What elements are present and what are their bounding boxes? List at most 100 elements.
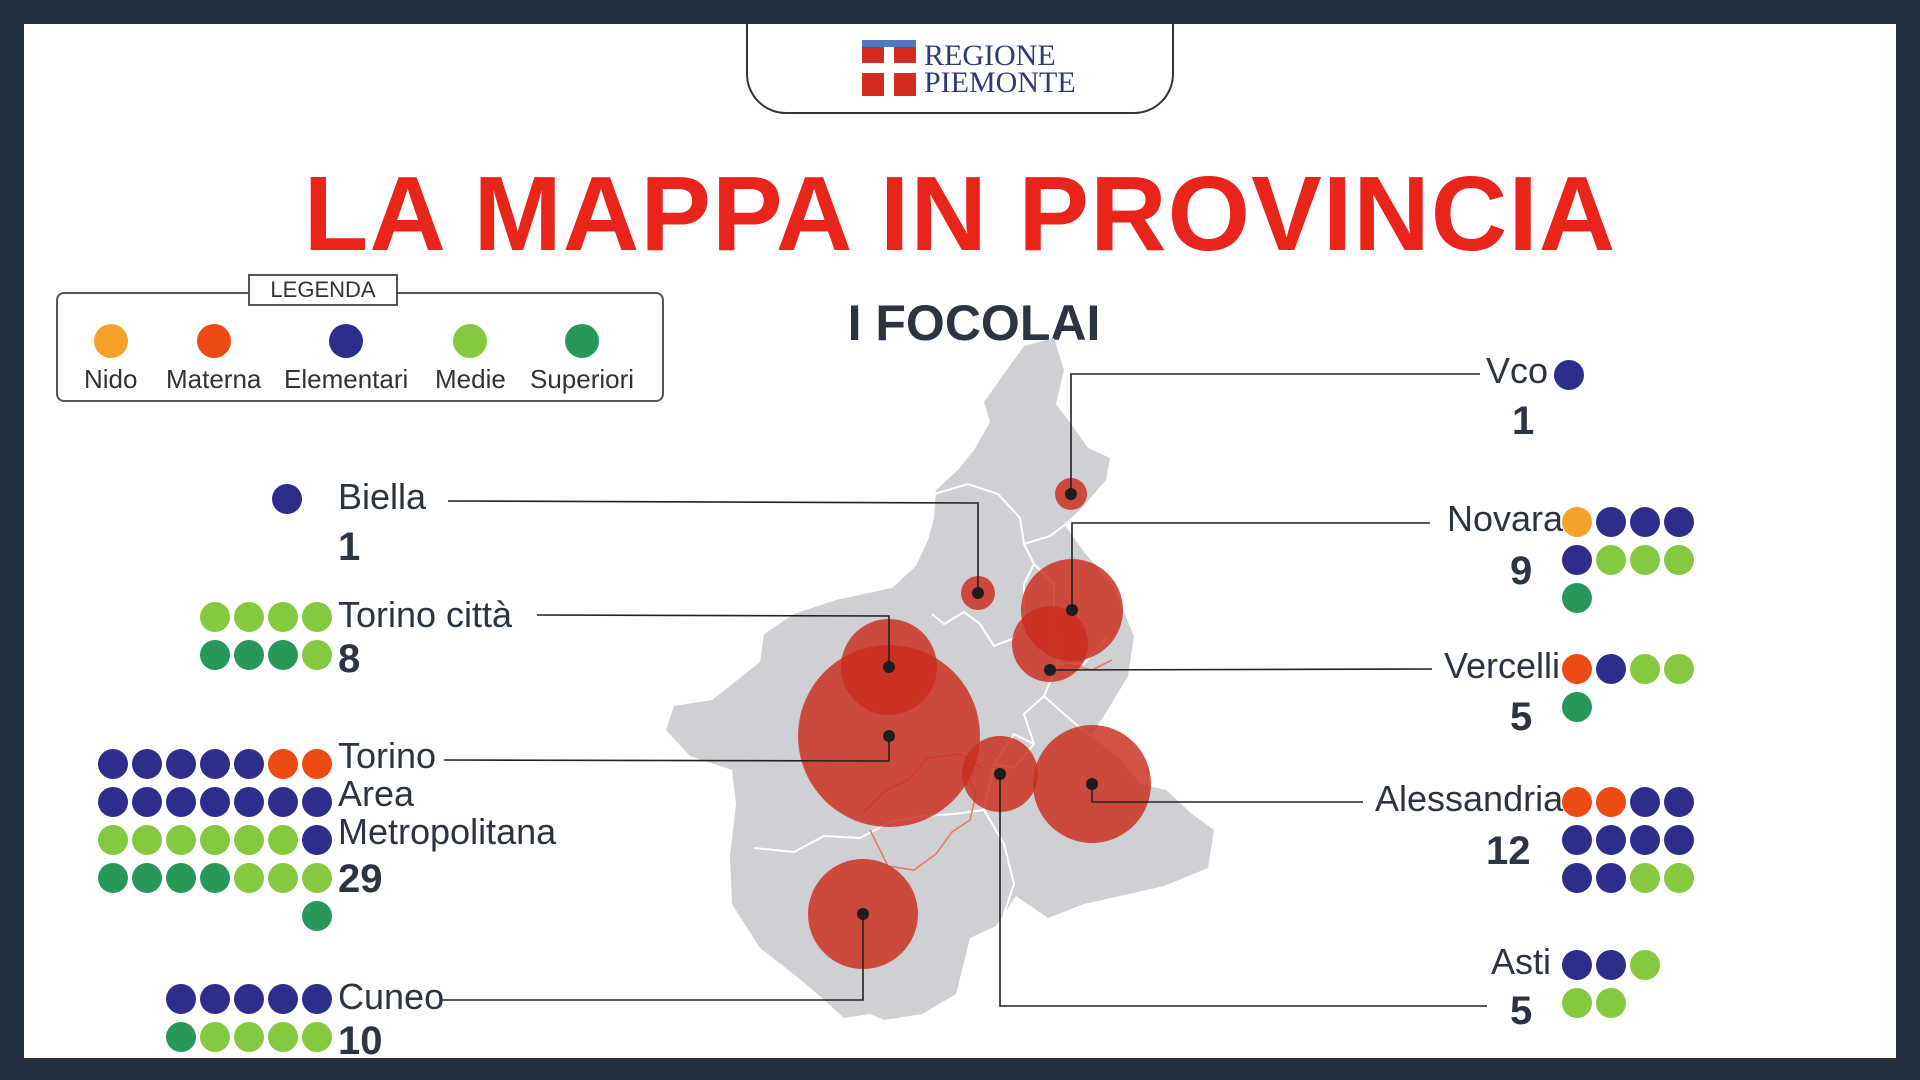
province-count-torino-citta: 8 <box>338 637 361 681</box>
province-count-alessandria: 12 <box>1486 829 1531 873</box>
anchor-torino-citta <box>883 661 895 673</box>
school-dot-elementari <box>98 787 128 817</box>
piemonte-flag-icon <box>862 40 916 96</box>
school-dot-elementari <box>1596 825 1626 855</box>
school-dot-medie <box>98 825 128 855</box>
school-dot-elementari <box>1630 825 1660 855</box>
school-dot-medie <box>1664 654 1694 684</box>
legend-label-materna: Materna <box>166 364 262 394</box>
legend-label-superiori: Superiori <box>530 364 635 394</box>
school-dot-superiori <box>200 863 230 893</box>
school-dot-elementari <box>200 749 230 779</box>
school-dot-elementari <box>200 787 230 817</box>
legend-swatch-superiori <box>565 324 600 358</box>
anchor-vco <box>1065 488 1077 500</box>
legend-label-medie: Medie <box>435 364 506 394</box>
province-count-biella: 1 <box>338 525 361 569</box>
province-label-torino-area-line2: Area <box>338 773 415 814</box>
school-dot-medie <box>268 1022 298 1052</box>
school-dot-elementari <box>1562 950 1592 980</box>
school-dot-elementari <box>132 787 162 817</box>
province-label-torino-area-line1: Torino <box>338 735 437 776</box>
school-dot-elementari <box>200 984 230 1014</box>
province-label-cuneo: Cuneo <box>338 976 445 1017</box>
school-dot-medie <box>234 1022 264 1052</box>
logo-line-2: PIEMONTE <box>924 66 1076 99</box>
school-dot-superiori <box>98 863 128 893</box>
school-dot-superiori <box>1562 692 1592 722</box>
school-dot-medie <box>1630 654 1660 684</box>
school-dot-elementari <box>302 825 332 855</box>
bubble-vercelli <box>1012 606 1088 682</box>
school-dot-medie <box>1630 950 1660 980</box>
school-dot-elementari <box>1596 507 1626 537</box>
school-dot-medie <box>1630 545 1660 575</box>
province-count-vco: 1 <box>1512 399 1535 443</box>
legend-item-materna: Materna <box>166 324 261 395</box>
leader-line-vco <box>1070 373 1480 494</box>
legend-item-medie: Medie <box>435 324 506 395</box>
leader-line-torino-citta <box>536 614 890 667</box>
school-dot-medie <box>166 825 196 855</box>
school-dot-materna <box>1562 787 1592 817</box>
school-dot-nido <box>1562 507 1592 537</box>
school-dot-medie <box>1664 863 1694 893</box>
legend-swatch-medie <box>453 324 488 358</box>
school-dot-superiori <box>200 640 230 670</box>
school-dot-materna <box>302 749 332 779</box>
legend-title: LEGENDA <box>248 274 398 306</box>
school-dot-medie <box>1562 988 1592 1018</box>
school-dot-elementari <box>1562 545 1592 575</box>
school-dot-superiori <box>132 863 162 893</box>
legend-swatch-nido <box>93 324 128 358</box>
piemonte-map <box>442 338 1487 1020</box>
logo-tab: REGIONE PIEMONTE <box>746 24 1174 114</box>
school-dot-medie <box>200 825 230 855</box>
province-count-cuneo: 10 <box>338 1019 383 1058</box>
school-dot-elementari <box>166 787 196 817</box>
province-count-vercelli: 5 <box>1510 695 1533 739</box>
school-dot-elementari <box>166 984 196 1014</box>
page-title: LA MAPPA IN PROVINCIA <box>303 155 1617 273</box>
legend-item-superiori: Superiori <box>530 324 634 395</box>
province-label-alessandria: Alessandria <box>1375 778 1564 819</box>
school-dot-superiori <box>166 863 196 893</box>
school-dot-medie <box>132 825 162 855</box>
school-dot-superiori <box>166 1022 196 1052</box>
school-dot-superiori <box>234 640 264 670</box>
anchor-points <box>857 488 1098 920</box>
province-count-asti: 5 <box>1510 989 1533 1033</box>
school-dot-elementari <box>1554 360 1584 390</box>
school-dot-elementari <box>268 787 298 817</box>
province-label-asti: Asti <box>1491 941 1552 982</box>
legend-label-nido: Nido <box>84 364 138 394</box>
school-dot-materna <box>1562 654 1592 684</box>
school-dot-elementari <box>234 984 264 1014</box>
leader-line-biella <box>447 500 979 593</box>
infographic-frame: REGIONE PIEMONTE LA MAPPA IN PROVINCIA I… <box>24 24 1896 1058</box>
anchor-alessandria <box>1086 778 1098 790</box>
school-dot-medie <box>268 825 298 855</box>
leader-line-novara <box>1071 522 1430 610</box>
province-count-novara: 9 <box>1510 549 1533 593</box>
legend-label-elementari: Elementari <box>284 364 409 394</box>
legend-item-nido: Nido <box>84 324 137 395</box>
province-count-torino-area: 29 <box>338 857 383 901</box>
school-dot-elementari <box>1664 825 1694 855</box>
school-dot-elementari <box>1562 863 1592 893</box>
anchor-vercelli <box>1044 664 1056 676</box>
school-dot-medie <box>302 1022 332 1052</box>
school-dot-medie <box>302 863 332 893</box>
anchor-torino-area <box>883 730 895 742</box>
legend-swatch-elementari <box>329 324 364 358</box>
school-dot-elementari <box>234 787 264 817</box>
school-dot-elementari <box>1562 825 1592 855</box>
school-dot-elementari <box>302 787 332 817</box>
school-dot-elementari <box>268 984 298 1014</box>
leader-lines <box>442 373 1487 1007</box>
anchor-cuneo <box>857 908 869 920</box>
anchor-asti <box>994 768 1006 780</box>
anchor-novara <box>1066 604 1078 616</box>
school-dot-medie <box>268 602 298 632</box>
province-label-novara: Novara <box>1447 498 1564 539</box>
